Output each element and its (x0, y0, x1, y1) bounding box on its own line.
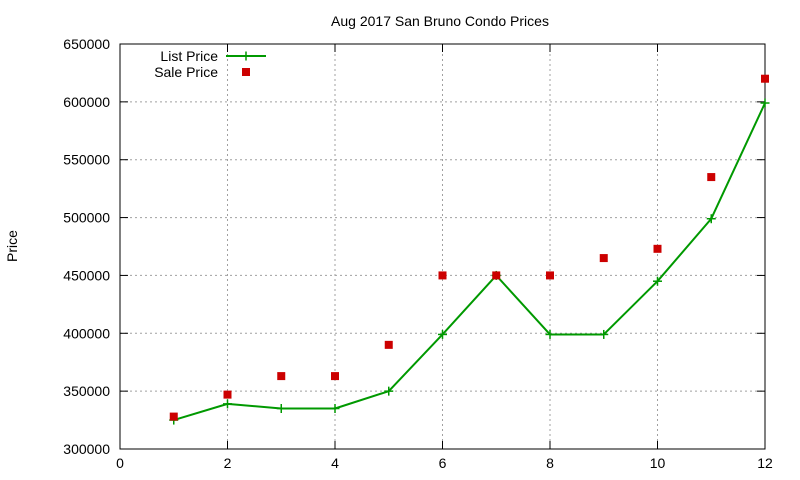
list-price-point (384, 386, 394, 396)
sale-price-point (223, 390, 232, 399)
x-tick-label: 4 (331, 455, 339, 471)
list-price-point (760, 98, 770, 108)
x-tick-label: 0 (116, 455, 124, 471)
legend-label: List Price (160, 48, 218, 64)
sale-price-point (438, 271, 447, 280)
legend-label: Sale Price (154, 64, 218, 80)
sale-price-point (277, 372, 286, 381)
series-area (169, 74, 770, 425)
x-tick-label: 10 (650, 455, 666, 471)
x-tick-label: 8 (546, 455, 554, 471)
legend-plus-marker (241, 51, 251, 61)
list-price-point (599, 329, 609, 339)
chart-title: Aug 2017 San Bruno Condo Prices (331, 13, 549, 29)
x-tick-label: 12 (757, 455, 773, 471)
sale-price-point (384, 340, 393, 349)
y-tick-label: 550000 (63, 152, 110, 168)
sale-price-point (653, 244, 662, 253)
axes: 300000 350000 400000 450000 500000 550000 6000… (63, 36, 773, 471)
x-tick-label: 2 (224, 455, 232, 471)
y-tick-label: 300000 (63, 441, 110, 457)
legend-square-swatch (242, 68, 250, 76)
sale-price-point (492, 271, 501, 280)
y-tick-label: 500000 (63, 210, 110, 226)
list-price-point (545, 329, 555, 339)
list-price-line (173, 102, 766, 422)
y-tick-label: 600000 (63, 94, 110, 110)
sale-price-point (169, 412, 178, 421)
sale-price-point (546, 271, 554, 280)
list-price-point (276, 404, 286, 413)
y-axis-label: Price (4, 230, 20, 262)
y-tick-label: 650000 (63, 36, 110, 52)
list-price-point (438, 329, 447, 339)
list-price-point (330, 404, 340, 413)
list-price-point (653, 276, 662, 286)
sale-price-point (331, 372, 339, 381)
sale-price-point (761, 74, 769, 83)
sale-price-point (707, 173, 716, 182)
y-tick-label: 450000 (63, 267, 110, 283)
list-price-point (223, 399, 232, 409)
y-tick-label: 400000 (63, 325, 110, 341)
sale-price-point (599, 254, 608, 263)
y-tick-label: 350000 (63, 383, 110, 399)
list-price-point (706, 214, 716, 224)
grid (120, 44, 765, 449)
x-tick-label: 6 (439, 455, 447, 471)
